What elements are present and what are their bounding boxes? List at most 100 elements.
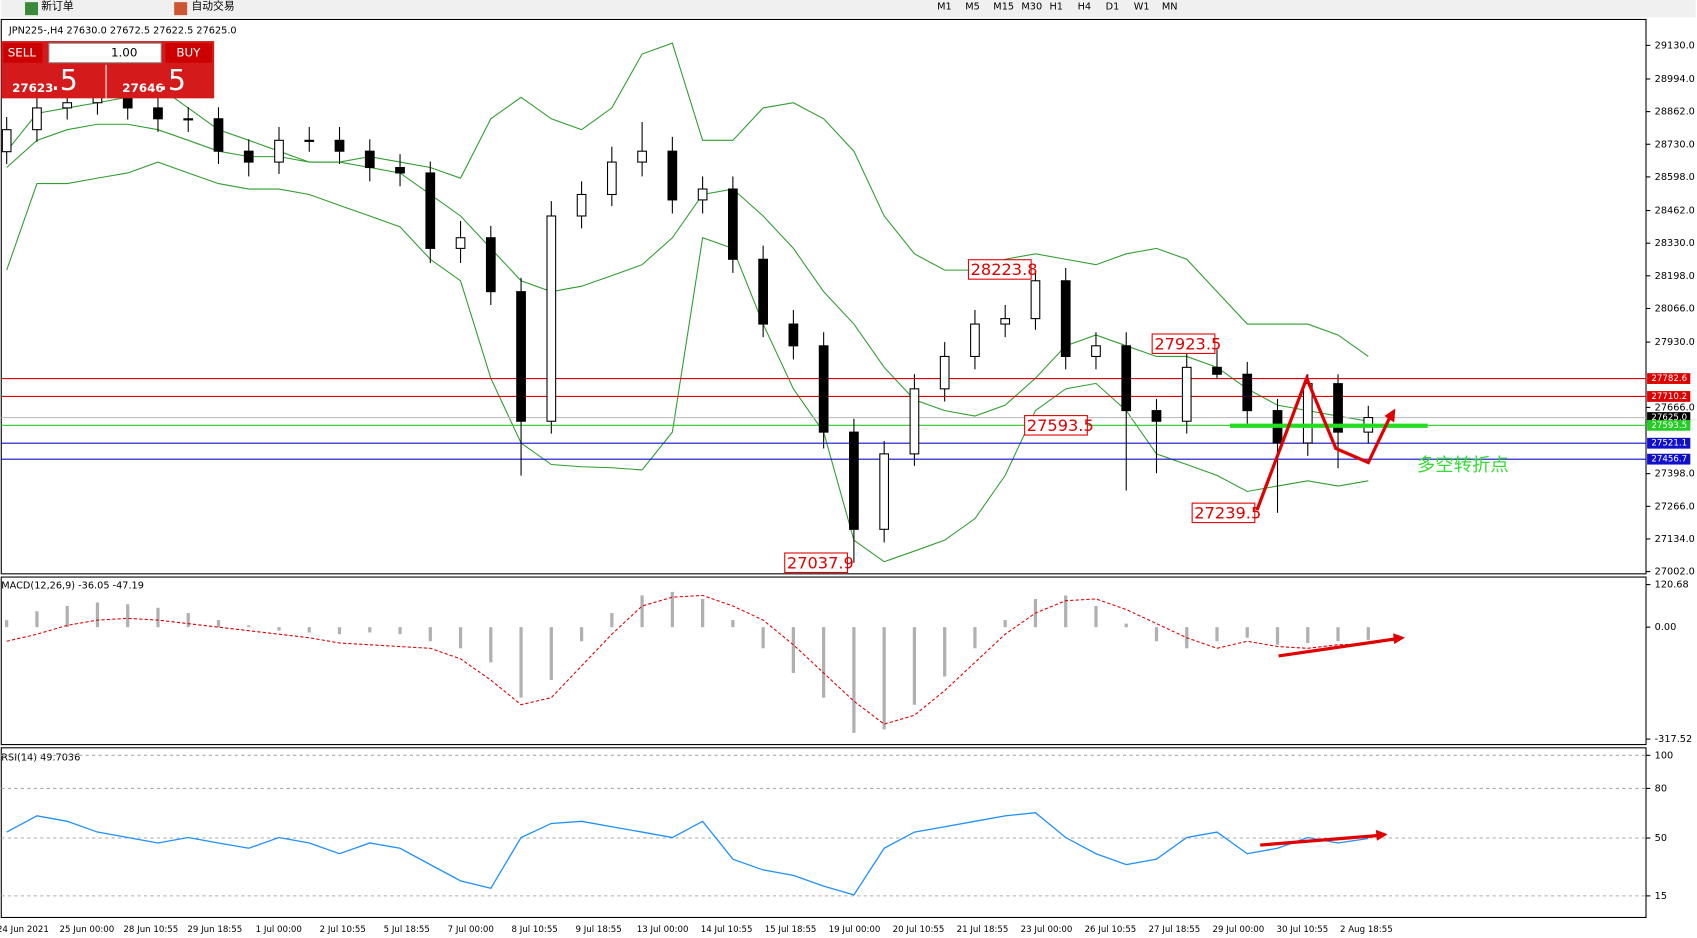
timeframe-button[interactable]: M15 — [993, 1, 1014, 12]
level-tag — [1647, 419, 1691, 431]
candle-body — [485, 237, 496, 293]
price-callout: 28223.8 — [971, 260, 1038, 279]
y-tick-label: -317.52 — [1655, 734, 1693, 745]
timeframe-button[interactable]: H1 — [1049, 1, 1063, 12]
band-lower — [6, 161, 1369, 563]
x-tick-label: 15 Jul 18:55 — [765, 925, 817, 935]
x-tick-label: 14 Jul 10:55 — [701, 925, 753, 935]
toolbar — [1, 0, 1696, 18]
y-tick-label: 28862.0 — [1655, 107, 1695, 118]
x-tick-label: 19 Jul 00:00 — [829, 925, 881, 935]
candle-body — [788, 323, 799, 347]
level-label: 27782.6 — [1651, 374, 1687, 384]
candle-body — [728, 188, 738, 260]
band-middle — [6, 123, 1369, 422]
candle-body — [455, 237, 466, 249]
candle-body — [1151, 410, 1162, 422]
candle-body — [1212, 366, 1222, 375]
level-label: 27710.2 — [1651, 392, 1687, 402]
candle-body — [62, 102, 73, 109]
band-upper — [6, 42, 1369, 357]
candle-body — [243, 150, 254, 163]
sell-button[interactable] — [3, 43, 43, 63]
x-tick-label: 2 Aug 18:55 — [1340, 925, 1393, 935]
candle-body — [425, 172, 436, 249]
macd-panel — [0, 576, 1647, 746]
lots-field[interactable] — [48, 42, 162, 64]
timeframe-button[interactable]: M1 — [937, 1, 952, 12]
level-label: 27625.0 — [1651, 413, 1687, 423]
y-tick-label: 28066.0 — [1655, 303, 1695, 314]
candle-body — [1302, 383, 1313, 444]
x-tick-label: 5 Jul 18:55 — [384, 925, 430, 935]
x-tick-label: 2 Jul 10:55 — [320, 925, 366, 935]
new-order-icon[interactable] — [25, 2, 39, 16]
candle-body — [364, 150, 375, 169]
y-tick-label: 28994.0 — [1655, 74, 1695, 85]
level-tag — [1647, 453, 1691, 465]
new-order-button[interactable]: 新订单 — [41, 0, 74, 12]
candle-body — [32, 107, 42, 131]
candle-body — [153, 107, 163, 120]
candle-body — [213, 118, 224, 152]
timeframe-button[interactable]: M5 — [965, 1, 980, 12]
lots-value[interactable]: 1.00 — [111, 45, 137, 59]
timeframe-button[interactable]: MN — [1162, 1, 1178, 12]
level-tag — [1647, 373, 1691, 384]
y-tick-label: 28598.0 — [1655, 172, 1695, 183]
trend-arrow[interactable] — [1255, 373, 1393, 511]
y-tick-label: 28730.0 — [1655, 139, 1695, 150]
price-callout-box — [1151, 333, 1216, 354]
x-tick-label: 28 Jun 10:55 — [123, 925, 178, 935]
x-tick-label: 29 Jun 18:55 — [187, 925, 242, 935]
symbol-header: JPN225-,H4 27630.0 27672.5 27622.5 27625… — [8, 25, 237, 36]
auto-trading-icon[interactable] — [174, 2, 188, 16]
y-tick-label: 27930.0 — [1655, 337, 1695, 348]
candle-body — [758, 258, 768, 325]
buy-label[interactable]: BUY — [176, 45, 201, 59]
level-tag — [1647, 391, 1691, 402]
x-tick-label: 13 Jul 00:00 — [637, 925, 689, 935]
timeframe-button[interactable]: M30 — [1021, 1, 1042, 12]
timeframe-button[interactable]: W1 — [1134, 1, 1150, 12]
rsi-line — [6, 812, 1369, 896]
level-label: 27521.1 — [1651, 439, 1687, 449]
price-callout: 27037.9 — [787, 553, 854, 572]
candle-body — [1030, 280, 1041, 320]
candle-body — [304, 139, 315, 142]
y-tick-label: 27398.0 — [1655, 469, 1695, 480]
x-tick-label: 21 Jul 18:55 — [957, 925, 1009, 935]
y-tick-label: 50 — [1655, 833, 1667, 844]
x-tick-label: 27 Jul 18:55 — [1149, 925, 1201, 935]
y-tick-label: 27266.0 — [1655, 501, 1695, 512]
level-label: 27456.7 — [1651, 455, 1687, 465]
ask-main: 27646 — [122, 81, 163, 95]
sell-label[interactable]: SELL — [8, 45, 37, 59]
trade-panel: SELL 1.00 BUY 27623 .5 27646 .5 — [1, 41, 215, 99]
y-tick-label: 28462.0 — [1655, 206, 1695, 217]
timeframe-button[interactable]: D1 — [1106, 1, 1120, 12]
macd-signal — [6, 594, 1369, 725]
candle-body — [879, 453, 890, 530]
x-tick-label: 24 Jun 2021 — [0, 925, 49, 935]
level-tag — [1647, 437, 1691, 449]
candle-body — [122, 96, 133, 109]
macd-arrow[interactable] — [1278, 637, 1398, 658]
x-tick-label: 1 Jul 00:00 — [256, 925, 302, 935]
price-callout: 27923.5 — [1154, 334, 1221, 353]
candle-body — [1000, 318, 1011, 325]
y-tick-label: 27666.0 — [1655, 402, 1695, 413]
y-tick-label: 28330.0 — [1655, 238, 1695, 249]
buy-button[interactable] — [165, 43, 212, 63]
candle-body — [1181, 366, 1192, 422]
candle-body — [1333, 383, 1343, 433]
timeframe-button[interactable]: H4 — [1078, 1, 1092, 12]
y-tick-label: 100 — [1655, 750, 1674, 761]
main-panel — [0, 18, 1647, 575]
x-tick-label: 8 Jul 10:55 — [512, 925, 558, 935]
rsi-arrow[interactable] — [1260, 833, 1381, 847]
auto-trading-button[interactable]: 自动交易 — [191, 0, 234, 12]
candle-body — [576, 193, 587, 217]
